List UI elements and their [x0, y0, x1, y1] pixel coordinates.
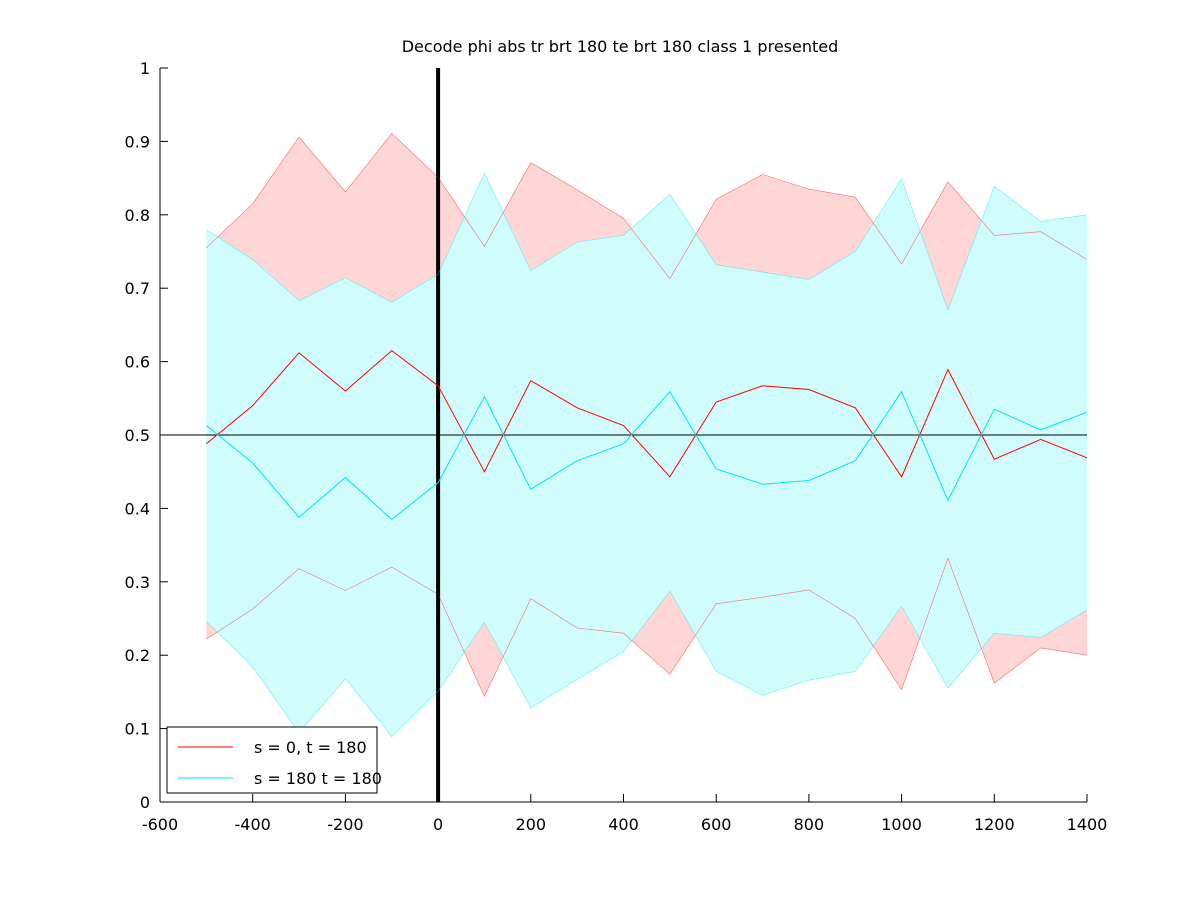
y-tick-label: 0.4 — [125, 499, 150, 518]
lower-edge-series-1 — [206, 557, 1088, 698]
chart-title: Decode phi abs tr brt 180 te brt 180 cla… — [402, 37, 839, 56]
y-tick-label: 0.5 — [125, 426, 150, 445]
axes: -600 -400 -200 0 200 400 600 800 1000 1200 1400 0 0.… — [125, 59, 1108, 834]
x-tick-label: 1200 — [974, 815, 1015, 834]
y-tick-label: 0.8 — [125, 206, 150, 225]
series-lines — [205, 132, 1088, 738]
legend-label-series-1: s = 0, t = 180 — [254, 738, 367, 757]
y-tick-label: 0.7 — [125, 279, 150, 298]
lower-edge-series-2 — [206, 590, 1088, 738]
reference-lines — [160, 68, 1087, 802]
band-series-2 — [206, 173, 1088, 737]
legend-box — [166, 726, 378, 794]
y-tick-label: 0.9 — [125, 132, 150, 151]
mean-line-series-1 — [205, 349, 1088, 478]
x-tick-label: -200 — [327, 815, 363, 834]
upper-edge-series-1 — [206, 132, 1088, 280]
y-tick-label: 0.1 — [125, 720, 150, 739]
upper-edge-series-2 — [206, 172, 1088, 312]
legend: s = 0, t = 180 s = 180 t = 180 — [166, 726, 382, 794]
y-tick-label: 0.6 — [125, 353, 150, 372]
x-tick-label: 1400 — [1067, 815, 1108, 834]
x-tick-label: 400 — [608, 815, 639, 834]
confidence-bands — [206, 133, 1088, 737]
x-tick-label: -600 — [142, 815, 178, 834]
mean-line-series-2 — [205, 390, 1088, 521]
x-tick-label: 600 — [701, 815, 732, 834]
y-tick-label: 0.3 — [125, 573, 150, 592]
y-tick-label: 0.2 — [125, 646, 150, 665]
legend-label-series-2: s = 180 t = 180 — [254, 769, 382, 788]
x-tick-label: -400 — [235, 815, 271, 834]
y-tick-label: 1 — [140, 59, 150, 78]
y-tick-label: 0 — [140, 793, 150, 812]
x-tick-label: 1000 — [881, 815, 922, 834]
x-tick-label: 0 — [433, 815, 443, 834]
x-tick-label: 800 — [794, 815, 825, 834]
x-tick-label: 200 — [516, 815, 547, 834]
